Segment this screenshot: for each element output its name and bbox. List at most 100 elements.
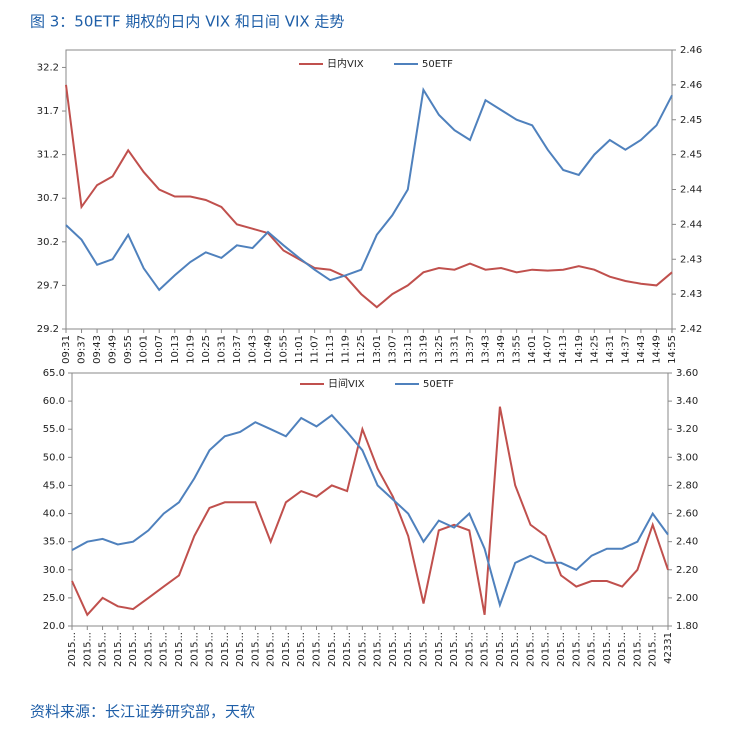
series-line xyxy=(65,86,673,292)
x-tick-label: 09:49 xyxy=(108,335,119,364)
x-tick-label: 14:43 xyxy=(636,335,647,364)
x-tick-label: 2015... xyxy=(128,632,139,667)
y-tick-label: 30.2 xyxy=(37,237,59,248)
y2-tick-label: 2.60 xyxy=(676,509,698,520)
y2-tick-label: 2.43 xyxy=(680,289,702,300)
series-line xyxy=(71,406,669,617)
x-tick-label: 2015... xyxy=(174,632,185,667)
y-tick-label: 29.2 xyxy=(37,324,59,335)
y2-tick-label: 2.44 xyxy=(680,185,702,196)
x-tick-label: 10:43 xyxy=(247,335,258,364)
x-tick-label: 2015... xyxy=(373,632,384,667)
x-tick-label: 2015... xyxy=(587,632,598,667)
x-tick-label: 42331 xyxy=(663,632,674,664)
y-tick-label: 25.0 xyxy=(43,593,65,604)
x-tick-label: 09:55 xyxy=(123,335,134,364)
x-tick-label: 11:01 xyxy=(294,335,305,364)
x-tick-label: 14:31 xyxy=(605,335,616,364)
x-tick-label: 2015... xyxy=(556,632,567,667)
x-tick-label: 14:19 xyxy=(574,335,585,364)
x-tick-label: 11:07 xyxy=(310,335,321,364)
y-tick-label: 40.0 xyxy=(43,509,65,520)
x-tick-label: 2015... xyxy=(266,632,277,667)
x-tick-label: 2015... xyxy=(342,632,353,667)
x-tick-label: 2015... xyxy=(296,632,307,667)
x-tick-label: 2015... xyxy=(189,632,200,667)
x-tick-label: 14:13 xyxy=(558,335,569,364)
y2-tick-label: 2.40 xyxy=(676,537,698,548)
legend-label: 50ETF xyxy=(423,379,454,390)
x-tick-label: 2015... xyxy=(113,632,124,667)
y2-tick-label: 2.00 xyxy=(676,593,698,604)
legend-label: 50ETF xyxy=(422,59,453,70)
x-tick-label: 2015... xyxy=(449,632,460,667)
x-tick-label: 10:37 xyxy=(232,335,243,364)
y2-tick-label: 3.40 xyxy=(676,396,698,407)
series-line xyxy=(65,84,673,309)
y2-tick-label: 2.45 xyxy=(680,115,702,126)
x-tick-label: 2015... xyxy=(495,632,506,667)
x-tick-label: 2015... xyxy=(632,632,643,667)
x-tick-label: 14:07 xyxy=(543,335,554,364)
x-tick-label: 13:19 xyxy=(418,335,429,364)
y-tick-label: 45.0 xyxy=(43,480,65,491)
x-tick-label: 2015... xyxy=(480,632,491,667)
x-tick-label: 2015... xyxy=(327,632,338,667)
x-tick-label: 10:31 xyxy=(216,335,227,364)
x-tick-label: 2015... xyxy=(143,632,154,667)
x-tick-label: 2015... xyxy=(205,632,216,667)
y-tick-label: 29.7 xyxy=(37,280,59,291)
x-tick-label: 2015... xyxy=(525,632,536,667)
x-tick-label: 2015... xyxy=(82,632,93,667)
x-tick-label: 13:49 xyxy=(496,335,507,364)
y2-tick-label: 2.43 xyxy=(680,254,702,265)
figure-title: 图 3：50ETF 期权的日内 VIX 和日间 VIX 走势 xyxy=(30,13,344,31)
y2-tick-label: 2.45 xyxy=(680,150,702,161)
x-tick-label: 2015... xyxy=(235,632,246,667)
x-tick-label: 11:13 xyxy=(325,335,336,364)
y-tick-label: 31.2 xyxy=(37,150,59,161)
x-tick-label: 10:07 xyxy=(154,335,165,364)
y-tick-label: 35.0 xyxy=(43,537,65,548)
x-tick-label: 2015... xyxy=(312,632,323,667)
x-tick-label: 13:37 xyxy=(465,335,476,364)
y-tick-label: 30.0 xyxy=(43,565,65,576)
y2-tick-label: 2.80 xyxy=(676,480,698,491)
y-tick-label: 65.0 xyxy=(43,368,65,379)
x-tick-label: 10:55 xyxy=(279,335,290,364)
x-tick-label: 10:49 xyxy=(263,335,274,364)
x-tick-label: 2015... xyxy=(571,632,582,667)
plot-frame xyxy=(71,372,669,627)
x-tick-label: 2015... xyxy=(541,632,552,667)
x-tick-label: 2015... xyxy=(357,632,368,667)
x-tick-label: 11:25 xyxy=(356,335,367,364)
x-tick-label: 2015... xyxy=(464,632,475,667)
y2-tick-label: 1.80 xyxy=(676,621,698,632)
y-tick-label: 30.7 xyxy=(37,193,59,204)
y2-tick-label: 2.42 xyxy=(680,324,702,335)
x-tick-label: 13:25 xyxy=(434,335,445,364)
x-tick-label: 14:49 xyxy=(651,335,662,364)
x-tick-label: 11:19 xyxy=(341,335,352,364)
y-tick-label: 50.0 xyxy=(43,452,65,463)
x-tick-label: 2015... xyxy=(510,632,521,667)
x-tick-label: 2015... xyxy=(220,632,231,667)
x-tick-label: 2015... xyxy=(388,632,399,667)
x-tick-label: 13:43 xyxy=(481,335,492,364)
x-tick-label: 2015... xyxy=(434,632,445,667)
x-tick-label: 09:43 xyxy=(92,335,103,364)
x-tick-label: 2015... xyxy=(602,632,613,667)
series-line xyxy=(71,413,669,609)
x-tick-label: 13:13 xyxy=(403,335,414,364)
x-tick-label: 2015... xyxy=(98,632,109,667)
y2-tick-label: 2.46 xyxy=(680,80,702,91)
y2-tick-label: 2.20 xyxy=(676,565,698,576)
y-tick-label: 32.2 xyxy=(37,62,59,73)
y2-tick-label: 3.60 xyxy=(676,368,698,379)
x-tick-label: 2015... xyxy=(159,632,170,667)
y-tick-label: 55.0 xyxy=(43,424,65,435)
x-tick-label: 13:55 xyxy=(512,335,523,364)
y-tick-label: 20.0 xyxy=(43,621,65,632)
source-note: 资料来源：长江证券研究部，天软 xyxy=(30,703,255,721)
y-tick-label: 60.0 xyxy=(43,396,65,407)
